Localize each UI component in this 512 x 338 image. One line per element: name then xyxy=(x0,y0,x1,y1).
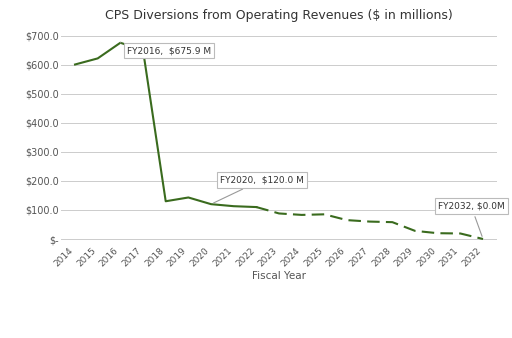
Text: FY2020,  $120.0 M: FY2020, $120.0 M xyxy=(214,175,304,203)
Text: FY2016,  $675.9 M: FY2016, $675.9 M xyxy=(120,43,211,55)
X-axis label: Fiscal Year: Fiscal Year xyxy=(252,271,306,282)
Text: FY2032, $0.0M: FY2032, $0.0M xyxy=(438,201,504,236)
Title: CPS Diversions from Operating Revenues ($ in millions): CPS Diversions from Operating Revenues (… xyxy=(105,9,453,22)
